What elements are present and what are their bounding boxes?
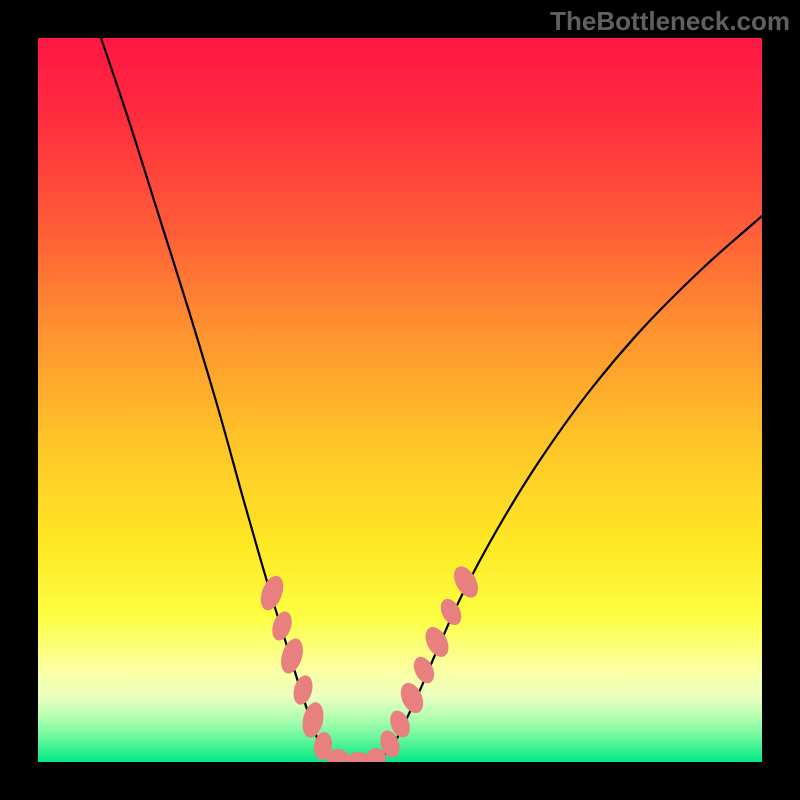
curve-marker: [449, 562, 483, 601]
curve-marker: [290, 673, 315, 707]
curve-marker: [269, 609, 295, 643]
watermark-text: TheBottleneck.com: [550, 6, 790, 37]
curve-marker: [346, 752, 370, 770]
chart-container: TheBottleneck.com: [0, 0, 800, 800]
curve-marker: [436, 595, 465, 628]
curve-marker: [421, 623, 453, 661]
curve-marker: [256, 573, 287, 614]
v-curve: [101, 38, 762, 762]
chart-svg: [0, 0, 800, 800]
curve-marker: [327, 749, 349, 769]
curve-marker: [277, 636, 307, 676]
